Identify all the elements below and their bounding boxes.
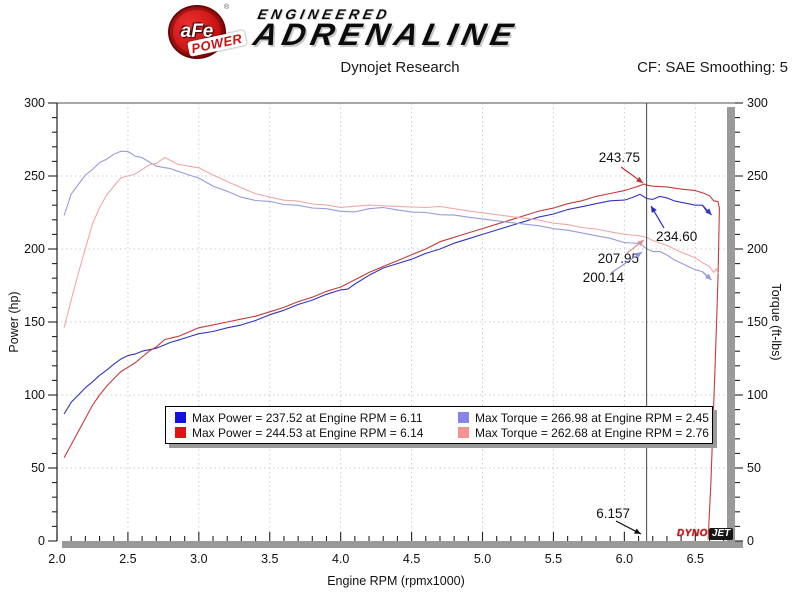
tick-label-bottom: 2.0 xyxy=(48,552,65,566)
dynojet-watermark-dyno: DYNO xyxy=(677,528,708,539)
series-torque_pink xyxy=(63,156,719,328)
tick-label-bottom: 3.0 xyxy=(190,552,207,566)
legend-label: Max Torque = 262.68 at Engine RPM = 2.76 xyxy=(475,425,709,440)
legend-swatch-blue xyxy=(175,412,186,423)
series-end-arrow-torque_lightblue-head xyxy=(704,273,712,281)
y-axis-label-torque: Torque (ft-lbs) xyxy=(769,283,783,360)
axis-bar-right xyxy=(727,107,735,548)
annotation-arrow-243.75-head xyxy=(636,176,643,183)
tick-label-right: 0 xyxy=(747,534,754,548)
cursor-rpm-label: 6.157 xyxy=(596,506,630,521)
tick-label-left: 300 xyxy=(24,96,45,110)
chart-legend: Max Power = 237.52 at Engine RPM = 6.11 … xyxy=(165,406,713,444)
legend-label: Max Power = 244.53 at Engine RPM = 6.14 xyxy=(192,425,424,440)
legend-label: Max Torque = 266.98 at Engine RPM = 2.45 xyxy=(475,410,709,425)
legend-item-max-torque-run1: Max Torque = 266.98 at Engine RPM = 2.45 xyxy=(458,411,712,425)
tick-label-bottom: 6.5 xyxy=(687,552,704,566)
annotation-234.60: 234.60 xyxy=(656,229,697,244)
axis-bar-bottom xyxy=(62,541,743,548)
series-end-arrow-power_blue-head xyxy=(705,208,712,216)
dynojet-watermark: DYNO JET xyxy=(677,528,734,540)
tick-label-left: 100 xyxy=(24,388,45,402)
tick-label-right: 100 xyxy=(747,388,768,402)
brand-header: aFe ® POWER ENGINEERED ADRENALINE xyxy=(0,0,800,59)
legend-swatch-pink xyxy=(458,427,469,438)
registered-mark: ® xyxy=(224,4,230,11)
annotation-arrow-200.14-head xyxy=(635,252,642,258)
cursor-rpm-arrow-head xyxy=(634,528,641,534)
tick-label-left: 200 xyxy=(24,242,45,256)
legend-item-max-power-run1: Max Power = 237.52 at Engine RPM = 6.11 xyxy=(175,411,458,425)
tick-label-right: 150 xyxy=(747,315,768,329)
tick-label-left: 150 xyxy=(24,315,45,329)
tick-label-bottom: 2.5 xyxy=(119,552,136,566)
legend-label: Max Power = 237.52 at Engine RPM = 6.11 xyxy=(192,410,423,425)
legend-item-max-power-run2: Max Power = 244.53 at Engine RPM = 6.14 xyxy=(175,426,458,440)
tick-label-right: 300 xyxy=(747,96,768,110)
tick-label-left: 0 xyxy=(38,534,45,548)
annotation-arrow-207.95-head xyxy=(637,240,644,247)
tick-label-right: 200 xyxy=(747,242,768,256)
smoothing-setting-label: CF: SAE Smoothing: 5 xyxy=(637,59,788,76)
legend-swatch-lightblue xyxy=(458,412,469,423)
dynojet-watermark-jet: JET xyxy=(708,528,734,540)
tick-label-bottom: 4.0 xyxy=(332,552,349,566)
annotation-200.14: 200.14 xyxy=(583,270,625,285)
tick-label-left: 250 xyxy=(24,169,45,183)
legend-swatch-red xyxy=(175,427,186,438)
tick-label-right: 50 xyxy=(747,461,761,475)
tick-label-right: 250 xyxy=(747,169,768,183)
tick-label-bottom: 5.0 xyxy=(474,552,491,566)
series-power_blue xyxy=(63,193,708,415)
legend-item-max-torque-run2: Max Torque = 262.68 at Engine RPM = 2.76 xyxy=(458,426,712,440)
afe-logo-text: aFe xyxy=(180,21,214,42)
x-axis-label: Engine RPM (rpmx1000) xyxy=(327,574,465,588)
tick-label-bottom: 3.5 xyxy=(261,552,278,566)
annotation-arrow-234.60-head xyxy=(651,206,657,213)
tick-label-bottom: 6.0 xyxy=(616,552,633,566)
annotation-207.95: 207.95 xyxy=(598,251,639,266)
tick-label-bottom: 4.5 xyxy=(403,552,420,566)
tick-label-bottom: 5.5 xyxy=(545,552,562,566)
y-axis-label-power: Power (hp) xyxy=(7,291,21,352)
tick-label-left: 50 xyxy=(31,461,45,475)
annotation-243.75: 243.75 xyxy=(599,150,640,165)
series-power_red xyxy=(63,183,720,540)
chart-title: Dynojet Research xyxy=(340,59,460,76)
